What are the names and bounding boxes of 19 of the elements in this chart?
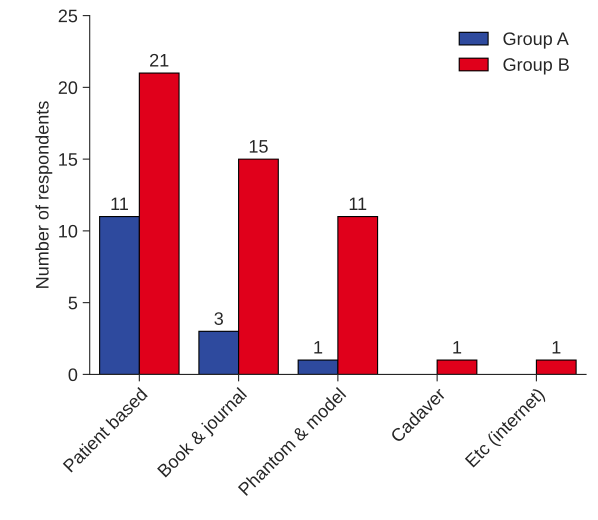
data-label: 21 — [150, 54, 168, 66]
y-tick-label: 25 — [58, 10, 78, 22]
data-label: 1 — [453, 341, 462, 354]
y-tick-label: 20 — [58, 81, 78, 94]
bar — [536, 359, 577, 374]
data-label: 1 — [314, 341, 322, 354]
data-label: 15 — [250, 140, 268, 153]
y-tick-label: 15 — [59, 153, 78, 166]
legend-label: Group B — [503, 58, 569, 75]
data-label: 11 — [111, 198, 128, 210]
bar — [436, 359, 478, 374]
y-axis-title: Number of respondents — [35, 101, 52, 288]
y-tick-label: 0 — [68, 368, 78, 382]
legend-label: Group A — [503, 32, 569, 49]
data-label: 1 — [552, 341, 560, 354]
data-label: 11 — [350, 198, 366, 210]
y-tick-label: 10 — [59, 224, 78, 238]
y-tick-label: 5 — [68, 296, 78, 310]
data-label: 3 — [214, 312, 223, 325]
